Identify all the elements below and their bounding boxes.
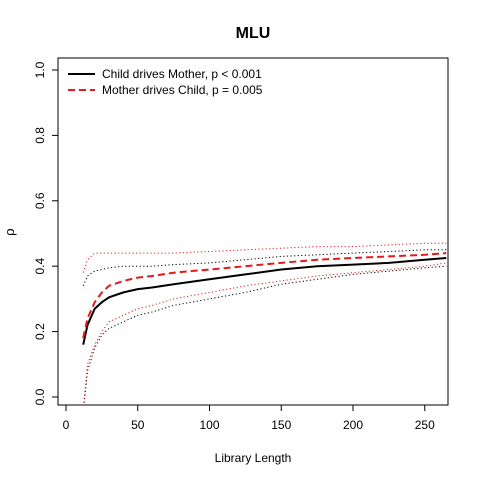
- y-tick-label: 0.6: [33, 192, 47, 209]
- interval-line-4: [82, 242, 447, 273]
- x-tick-label: 150: [271, 418, 291, 432]
- x-tick-label: 200: [343, 418, 363, 432]
- y-axis-title: ρ: [3, 228, 18, 236]
- x-axis: 0 50 100 150 200 250: [63, 405, 435, 432]
- y-axis: 0.0 0.2 0.4 0.6 0.8 1.0: [33, 61, 58, 405]
- x-tick-label: 0: [63, 418, 70, 432]
- x-tick-label: 250: [415, 418, 435, 432]
- x-tick-label: 50: [131, 418, 145, 432]
- series-layer: [82, 242, 447, 405]
- interval-line-2: [83, 265, 447, 405]
- series-line-0: [82, 257, 447, 345]
- interval-line-1: [82, 249, 447, 287]
- legend-label: Mother drives Child, p = 0.005: [102, 83, 263, 97]
- chart-title: MLU: [236, 25, 271, 42]
- interval-line-5: [83, 262, 447, 405]
- y-tick-label: 0.8: [33, 127, 47, 144]
- plot-frame: [57, 57, 449, 406]
- x-axis-title: Library Length: [215, 451, 292, 465]
- legend-label: Child drives Mother, p < 0.001: [102, 67, 262, 81]
- y-tick-label: 0.2: [33, 323, 47, 340]
- y-tick-label: 1.0: [33, 61, 47, 78]
- x-tick-label: 100: [199, 418, 219, 432]
- y-tick-label: 0.4: [33, 258, 47, 275]
- legend: Child drives Mother, p < 0.001 Mother dri…: [68, 67, 263, 97]
- series-line-3: [82, 252, 447, 339]
- y-tick-label: 0.0: [33, 388, 47, 405]
